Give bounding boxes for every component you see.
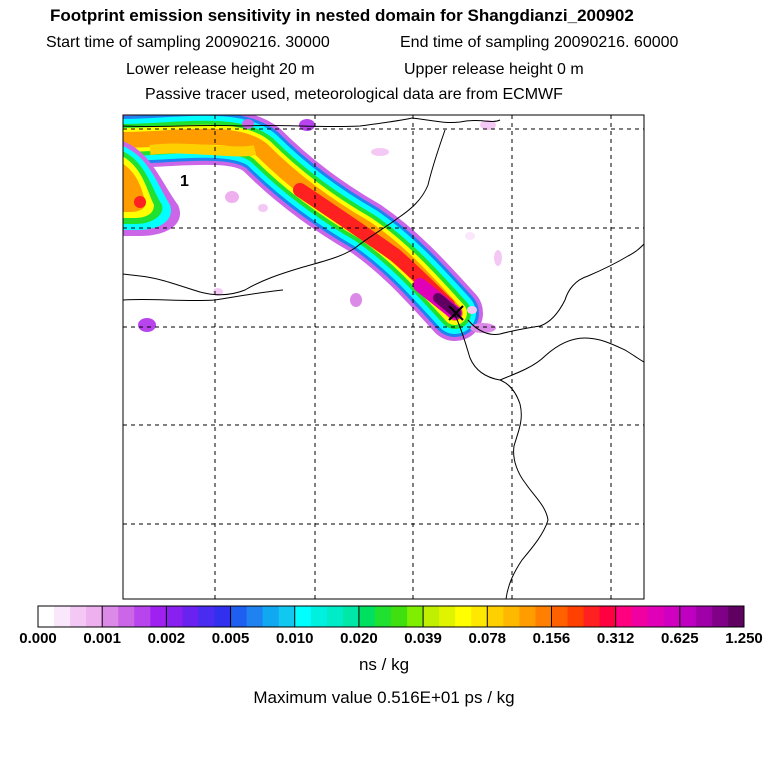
colorbar-cell <box>711 606 729 627</box>
start-time-label: Start time of sampling 20090216. 30000 <box>46 34 330 51</box>
colorbar-cell <box>503 606 520 627</box>
colorbar-cell <box>727 606 745 627</box>
colorbar-cell <box>326 606 344 627</box>
release-id-label: 1 <box>180 173 189 190</box>
colorbar-cell <box>567 606 585 627</box>
colorbar-cell <box>118 606 135 627</box>
colorbar-cell <box>38 606 55 627</box>
colorbar-tick-label: 0.312 <box>596 630 635 647</box>
map-frame <box>122 114 645 600</box>
footprint-plume <box>123 115 483 341</box>
colorbar-cell <box>278 606 296 627</box>
lower-release-height-label: Lower release height 20 m <box>126 61 315 78</box>
max-value-label: Maximum value 0.516E+01 ps / kg <box>253 688 515 707</box>
colorbar-tick-label: 0.005 <box>211 630 250 647</box>
colorbar-cell <box>70 606 87 627</box>
colorbar-cell <box>471 606 488 627</box>
colorbar-cell <box>230 606 248 627</box>
colorbar-cell <box>615 606 633 627</box>
colorbar-tick-label: 0.625 <box>661 630 699 647</box>
map-background <box>123 115 644 599</box>
colorbar-cell <box>519 606 536 627</box>
colorbar-frame <box>37 605 745 628</box>
colorbar-cell <box>535 606 552 627</box>
colorbar-cell <box>342 606 360 627</box>
colorbar-cell <box>86 606 103 627</box>
colorbar-cell <box>647 606 665 627</box>
colorbar-cell <box>631 606 649 627</box>
colorbar-cell <box>150 606 167 627</box>
colorbar-cell <box>214 606 232 627</box>
colorbar-cell <box>551 606 568 627</box>
colorbar-cell <box>695 606 713 627</box>
colorbar-cell <box>262 606 280 627</box>
colorbar-tick-label: 0.002 <box>147 630 186 647</box>
colorbar-cell <box>439 606 456 627</box>
colorbar-tick-label: 0.039 <box>404 630 442 647</box>
colorbar-cell <box>294 606 312 627</box>
colorbar-cell <box>374 606 392 627</box>
colorbar-tick-label: 0.001 <box>83 630 121 647</box>
colorbar-cell <box>487 606 504 627</box>
tracer-info-label: Passive tracer used, meteorological data… <box>145 86 563 103</box>
colorbar-cell <box>679 606 697 627</box>
colorbar-cell <box>198 606 215 627</box>
colorbar-cell <box>583 606 601 627</box>
colorbar-tick-label: 0.020 <box>340 630 378 647</box>
end-time-label: End time of sampling 20090216. 60000 <box>400 34 679 51</box>
colorbar-cell <box>166 606 183 627</box>
colorbar-tick-label: 0.000 <box>19 630 57 647</box>
colorbar-tick-label: 0.078 <box>468 630 507 647</box>
colorbar-unit-label: ns / kg <box>358 655 410 674</box>
colorbar-cell <box>134 606 151 627</box>
colorbar-tick-label: 1.250 <box>725 630 763 647</box>
colorbar-tick-label: 0.156 <box>532 630 571 647</box>
plot-title: Footprint emission sensitivity in nested… <box>50 6 634 25</box>
colorbar-cell <box>663 606 681 627</box>
footprint-west-lobe <box>123 141 257 236</box>
colorbar-cell <box>358 606 376 627</box>
graticule <box>123 115 644 599</box>
release-point-marker <box>448 305 464 321</box>
colorbar-cell <box>246 606 264 627</box>
colorbar-cell <box>599 606 617 627</box>
colorbar-cells <box>38 606 745 627</box>
colorbar-cell <box>310 606 328 627</box>
colorbar-cell <box>102 606 119 627</box>
colorbar-tick-label: 0.010 <box>275 630 314 647</box>
colorbar-cell <box>407 606 424 627</box>
upper-release-height-label: Upper release height 0 m <box>404 61 584 78</box>
colorbar-cell <box>423 606 440 627</box>
colorbar-cell <box>54 606 71 627</box>
colorbar-cell <box>391 606 408 627</box>
footprint-scattered-patches <box>138 119 502 333</box>
colorbar-cell <box>455 606 472 627</box>
colorbar-cell <box>182 606 199 627</box>
